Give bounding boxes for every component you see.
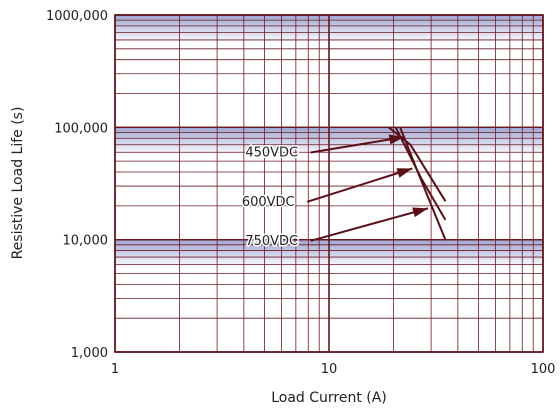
x-tick-label: 10 bbox=[321, 362, 338, 377]
annotation-label-450vdc: 450VDC bbox=[245, 145, 298, 160]
annotation-arrow-line bbox=[310, 207, 429, 242]
x-tick-label: 100 bbox=[531, 362, 556, 377]
x-tick-label: 1 bbox=[111, 362, 119, 377]
annotation-arrow-line bbox=[310, 136, 405, 154]
y-tick-label: 10,000 bbox=[63, 234, 109, 249]
annotation-arrow-line bbox=[306, 167, 413, 203]
y-tick-labels: 1,000 10,000 100,000 1000,000 bbox=[46, 9, 108, 361]
annotation-arrow-head bbox=[388, 134, 405, 145]
annotation-label-750vdc: 750VDC bbox=[245, 234, 298, 249]
series-line-750vdc bbox=[399, 126, 447, 241]
y-tick-label: 1,000 bbox=[71, 346, 108, 361]
x-tick-labels: 1 10 100 bbox=[111, 362, 556, 377]
y-tick-label: 100,000 bbox=[54, 121, 108, 136]
y-tick-label: 1000,000 bbox=[46, 9, 108, 24]
plot-frame bbox=[114, 14, 544, 353]
annotation-label-600vdc: 600VDC bbox=[242, 195, 295, 210]
y-axis-title: Resistive Load Life (s) bbox=[10, 107, 26, 260]
series-lines bbox=[388, 126, 447, 241]
series-line-450vdc bbox=[388, 126, 447, 202]
annotation-arrow-head bbox=[412, 207, 428, 218]
grid-lines bbox=[114, 14, 544, 353]
annotations: 450VDC 600VDC 750VDC bbox=[240, 134, 429, 250]
annotation-arrow-head bbox=[396, 168, 413, 178]
x-axis-title: Load Current (A) bbox=[271, 390, 387, 406]
